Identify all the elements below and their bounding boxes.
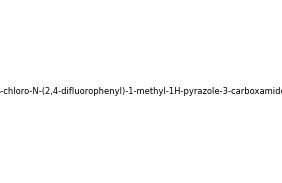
Text: 4-chloro-N-(2,4-difluorophenyl)-1-methyl-1H-pyrazole-3-carboxamide: 4-chloro-N-(2,4-difluorophenyl)-1-methyl… <box>0 87 282 96</box>
